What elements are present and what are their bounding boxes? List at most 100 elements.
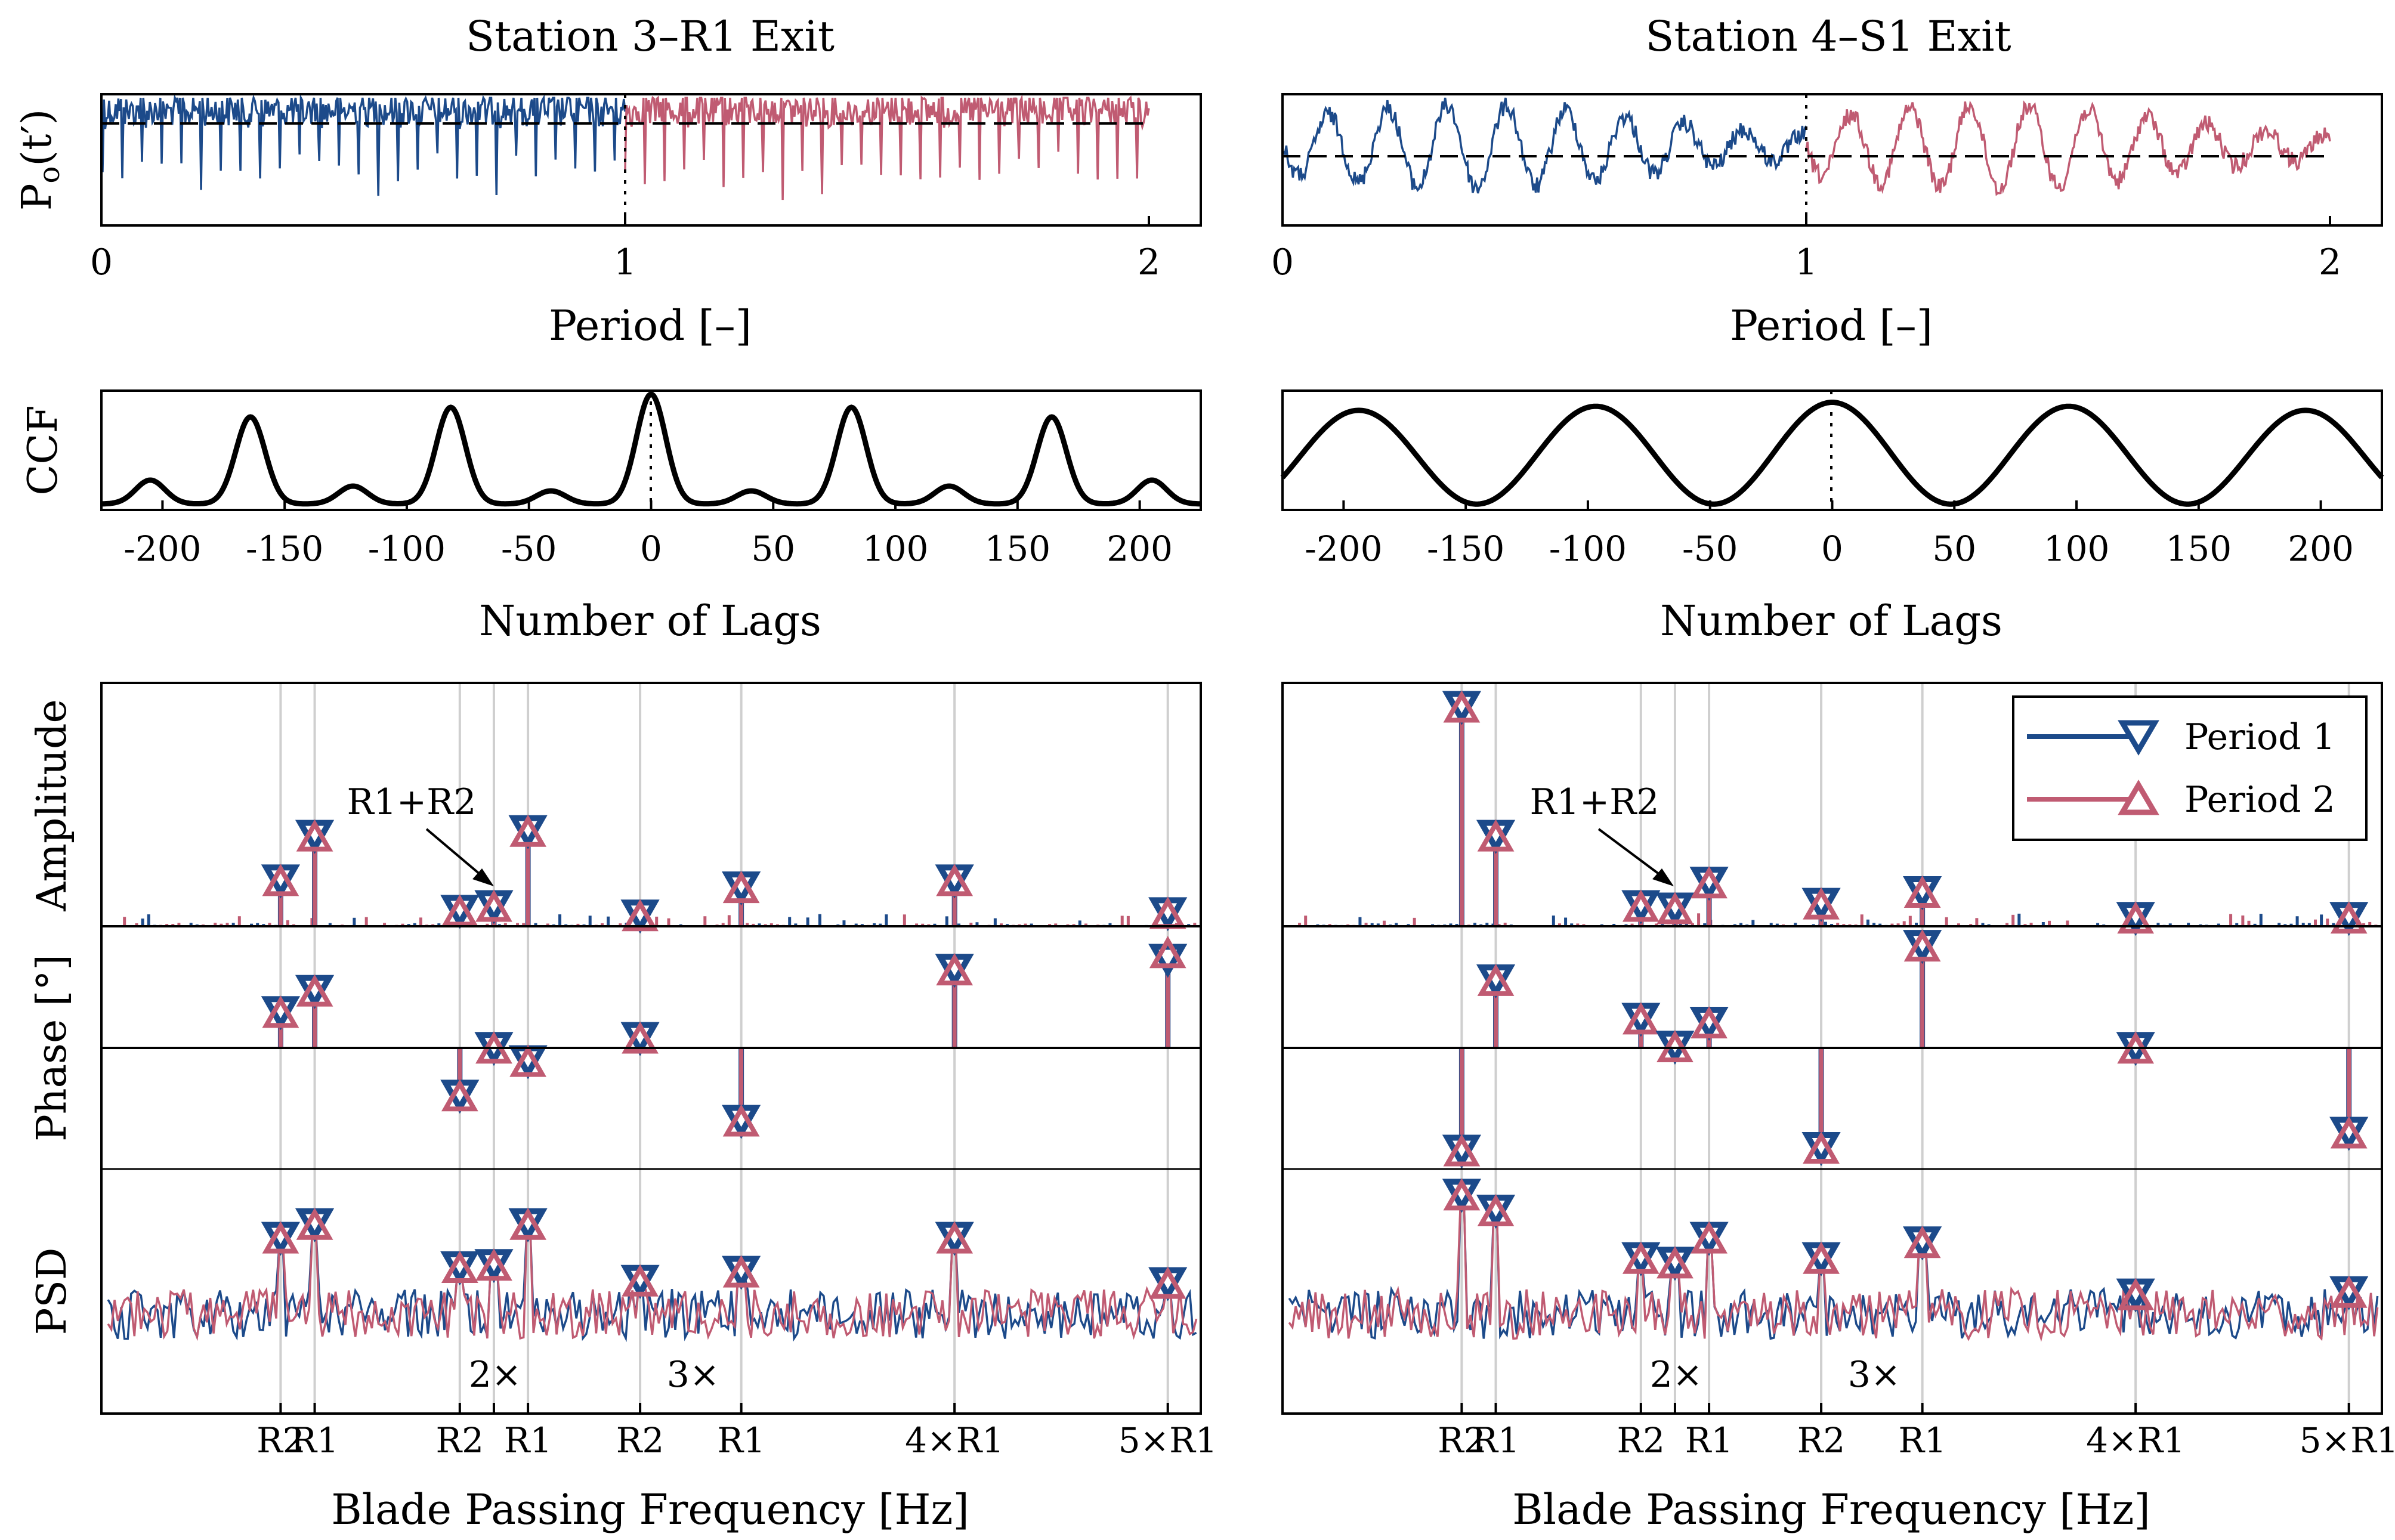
right-r1r2-arrow [1597, 828, 1665, 879]
right-psd-period2-line [1288, 1197, 2379, 1342]
right-spectrum-tick-label: R1 [1898, 1420, 1946, 1461]
left-phase-marker-period2 [936, 953, 974, 986]
right-psd-marker-period2 [1622, 1241, 1659, 1274]
right-amplitude-marker-period2 [1477, 819, 1515, 852]
left-amplitude-marker-period2 [936, 864, 974, 896]
right-ccf-xtick-label: -150 [1427, 528, 1504, 569]
right-spectrum-tick-label: 5×R1 [2300, 1420, 2395, 1461]
left-spectrum-tick-label: R2 [436, 1420, 484, 1461]
right-amplitude-marker-period2 [2117, 901, 2155, 934]
right-phase-marker-period2 [1691, 1006, 1728, 1038]
left-spectrum-xlabel: Blade Passing Frequency [Hz] [331, 1485, 969, 1534]
right-psd-marker-period2 [1443, 1178, 1481, 1211]
left-ccf-xtick-label: -200 [123, 528, 201, 569]
left-ccf-xtick-label: -100 [368, 528, 446, 569]
right-pressure-panel: 0 1 2 Period [–] [1271, 93, 2383, 350]
right-pressure-series [1283, 97, 2331, 196]
left-pressure-frame [100, 93, 1202, 227]
left-pressure-series [101, 94, 1150, 200]
right-r1r2-arrowhead [1652, 868, 1674, 886]
right-3x-label: 3× [1848, 1354, 1900, 1396]
left-spectrum-tick-label: 5×R1 [1118, 1420, 1217, 1461]
left-spectrum-tick-label: 4×R1 [905, 1420, 1004, 1461]
right-spectrum-xlabel: Blade Passing Frequency [Hz] [1512, 1485, 2150, 1534]
left-spectrum-tick-label: R1 [504, 1420, 552, 1461]
right-pressure-period1-line [1283, 97, 1807, 194]
left-amplitude-marker-period2 [441, 894, 478, 927]
right-pressure-xtick-label: 0 [1271, 242, 1294, 283]
left-phase-marker-period2 [1149, 936, 1186, 969]
left-pressure-xtick-label: 2 [1138, 242, 1160, 283]
left-psd-marker-period2 [509, 1207, 546, 1240]
left-amplitude-marker-period2 [475, 889, 512, 922]
right-amplitude-marker-period2 [1622, 889, 1659, 922]
left-pressure-period2-line [624, 94, 1150, 200]
right-phase-marker-period2 [1477, 963, 1515, 996]
right-ccf-xticks: -200 -150 -100 -50 0 50 100 150 200 [1305, 500, 2354, 569]
right-psd-marker-period2 [1903, 1226, 1941, 1258]
right-psd-marker-period2 [2330, 1275, 2368, 1308]
right-ccf-xlabel: Number of Lags [1660, 596, 2002, 645]
left-psd-series [107, 1226, 1198, 1343]
right-spectrum-tick-label: 4×R1 [2086, 1420, 2185, 1461]
left-phase-marker-period2 [441, 1079, 478, 1112]
left-spectrum-tick-label: R1 [717, 1420, 765, 1461]
right-spectrum-tick-label: R1 [1685, 1420, 1733, 1461]
right-amplitude-marker-period2 [1657, 892, 1694, 924]
left-amplitude-marker-period2 [722, 871, 760, 904]
left-pressure-panel: 0 1 2 Period [–] Po(t′) [14, 93, 1202, 350]
right-ccf-xtick-label: 100 [2044, 528, 2110, 569]
right-psd-marker-period2 [2117, 1278, 2155, 1310]
right-spectrum-tick-label: R1 [1472, 1420, 1520, 1461]
right-pressure-frame [1281, 93, 2383, 227]
left-pressure-ylabel-suffix: (t′) [14, 109, 61, 166]
right-amplitude-marker-period2 [1691, 866, 1728, 899]
left-psd-marker-period2 [1149, 1266, 1186, 1299]
left-spectrum-frame [100, 682, 1202, 1415]
right-pressure-xlabel: Period [–] [1730, 301, 1933, 350]
right-psd-marker-period2 [1477, 1193, 1515, 1226]
left-r1r2-annotation: R1+R2 [347, 781, 477, 823]
legend-period2-label: Period 2 [2184, 779, 2335, 821]
right-ccf-xtick-label: -100 [1549, 528, 1627, 569]
left-pressure-ylabel: Po(t′) [14, 109, 66, 211]
left-pressure-xlabel: Period [–] [549, 301, 752, 350]
legend-period2-marker [2118, 780, 2159, 815]
left-ccf-xtick-label: 100 [863, 528, 929, 569]
right-pressure-xtick-label: 2 [2319, 242, 2341, 283]
right-ccf-xtick-label: -50 [1682, 528, 1738, 569]
right-phase-marker-period2 [1443, 1134, 1481, 1167]
left-psd-marker-period2 [441, 1250, 478, 1283]
left-spectrum-tick-label: R2 [257, 1420, 305, 1461]
right-amplitude-marker-period2 [1443, 690, 1481, 723]
left-phase-marker-period2 [296, 974, 333, 1007]
right-spectrum-tick-label: R2 [1797, 1420, 1846, 1461]
left-phase-marker-period2 [622, 1021, 659, 1054]
left-amplitude-marker-period2 [509, 814, 546, 847]
left-spectrum-tick-label: R2 [616, 1420, 665, 1461]
left-pressure-ylabel-sub: o [33, 166, 66, 184]
legend-period1-label: Period 1 [2184, 716, 2335, 758]
right-amplitude-marker-period2 [2330, 901, 2368, 934]
left-ccf-xlabel: Number of Lags [479, 596, 821, 645]
left-psd-marker-period2 [262, 1221, 299, 1254]
left-phase-marker-period2 [509, 1044, 546, 1077]
legend: Period 1 Period 2 [2012, 695, 2368, 841]
left-pressure-period1-line [101, 94, 626, 196]
left-spectrum-tick-label: R1 [291, 1420, 339, 1461]
left-psd-marker-period2 [722, 1255, 760, 1288]
left-psd-marker-period2 [622, 1264, 659, 1297]
right-spectrum-tick-label: R2 [1438, 1420, 1486, 1461]
left-phase-ylabel: Phase [°] [29, 954, 76, 1142]
left-r1r2-arrow [425, 828, 486, 879]
legend-period1-marker [2118, 720, 2159, 756]
left-amplitude-marker-period2 [262, 864, 299, 896]
left-r1r2-arrowhead [472, 868, 494, 886]
left-pressure-ylabel-main: P [14, 183, 61, 211]
right-r1r2-annotation: R1+R2 [1530, 781, 1659, 823]
left-phase-marker-period2 [262, 995, 299, 1028]
left-ccf-xticks: -200 -150 -100 -50 0 50 100 150 200 [123, 500, 1173, 569]
right-pressure-period2-line [1805, 100, 2331, 196]
left-2x-label: 2× [469, 1354, 521, 1396]
right-2x-label: 2× [1650, 1354, 1702, 1396]
